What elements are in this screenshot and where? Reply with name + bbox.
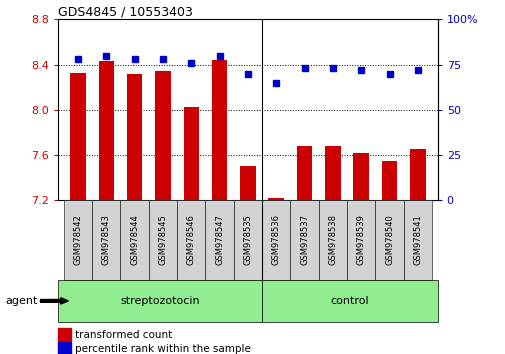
Bar [409,149,425,200]
Text: GSM978545: GSM978545 [158,215,167,265]
Text: GSM978543: GSM978543 [102,215,111,265]
Text: percentile rank within the sample: percentile rank within the sample [75,344,250,354]
Bar [268,198,283,200]
Text: GSM978546: GSM978546 [186,215,195,265]
Bar [70,73,86,200]
Bar [325,146,340,200]
Bar [127,74,142,200]
Bar [381,160,396,200]
Text: transformed count: transformed count [75,330,172,339]
Text: streptozotocin: streptozotocin [120,296,199,306]
Bar [296,146,312,200]
Bar [352,153,368,200]
Text: agent: agent [5,296,37,306]
Text: GSM978536: GSM978536 [271,214,280,266]
Text: GSM978541: GSM978541 [413,215,422,265]
Bar [155,72,170,200]
Text: GSM978539: GSM978539 [356,215,365,265]
Text: GSM978540: GSM978540 [384,215,393,265]
Text: GSM978547: GSM978547 [215,215,224,265]
Bar [98,61,114,200]
Text: GSM978535: GSM978535 [243,215,252,265]
Bar [212,60,227,200]
Text: GSM978538: GSM978538 [328,214,337,266]
Text: GSM978542: GSM978542 [73,215,82,265]
Text: control: control [330,296,369,306]
Bar [183,108,198,200]
Bar [240,166,255,200]
Text: GSM978537: GSM978537 [299,214,309,266]
Text: GSM978544: GSM978544 [130,215,139,265]
Text: GDS4845 / 10553403: GDS4845 / 10553403 [58,5,193,18]
